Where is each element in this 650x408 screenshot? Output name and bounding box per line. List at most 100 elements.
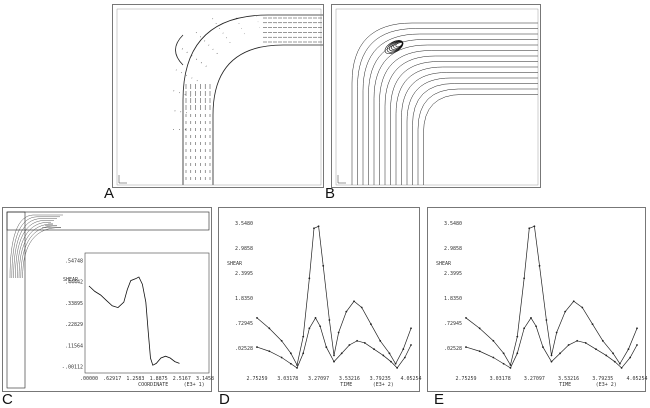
contour-line xyxy=(352,23,538,185)
panel-c: .54748.44442.33895.22829.11564-.00112.00… xyxy=(2,207,212,392)
panel-label-a: A xyxy=(104,186,114,201)
inset-y-tick-label: .11564 xyxy=(65,343,83,349)
panel-label-d: D xyxy=(219,392,230,407)
series-point-lower xyxy=(341,352,343,354)
x-tick-label: 3.27097 xyxy=(308,376,329,382)
panel-label-c: C xyxy=(2,392,13,407)
channel-inner-wall xyxy=(213,45,323,185)
series-point-upper xyxy=(564,311,566,313)
series-line-lower xyxy=(257,318,411,368)
series-point-upper xyxy=(510,364,512,366)
series-point-lower xyxy=(281,357,283,359)
series-point-upper xyxy=(290,352,292,354)
x-tick-label: 3.03178 xyxy=(490,376,511,382)
contour-plot xyxy=(332,5,542,189)
series-point-upper xyxy=(479,327,481,329)
velocity-arrow xyxy=(217,53,218,54)
plot-frame xyxy=(336,9,538,185)
series-point-upper xyxy=(395,363,397,365)
series-point-lower xyxy=(410,344,412,346)
series-point-lower xyxy=(595,348,597,350)
velocity-arrow xyxy=(213,49,214,50)
series-point-upper xyxy=(379,340,381,342)
series-point-lower xyxy=(382,355,384,357)
series-point-upper xyxy=(534,225,536,227)
y-tick-label: 1.8350 xyxy=(444,296,462,302)
series-point-lower xyxy=(479,350,481,352)
series-point-upper xyxy=(268,327,270,329)
velocity-arrow xyxy=(206,66,207,67)
y-tick-label: .72945 xyxy=(235,321,253,327)
x-axis-unit: (E3+ 2) xyxy=(596,382,617,388)
series-point-lower xyxy=(302,352,304,354)
series-point-lower xyxy=(465,346,467,348)
y-tick-label: 2.3995 xyxy=(235,271,253,277)
series-point-lower xyxy=(503,363,505,365)
panel-b xyxy=(331,4,541,188)
series-point-upper xyxy=(492,340,494,342)
series-point-lower xyxy=(516,352,518,354)
series-point-upper xyxy=(256,317,258,319)
series-point-upper xyxy=(602,340,604,342)
series-point-lower xyxy=(396,367,398,369)
series-point-upper xyxy=(313,227,315,229)
x-tick-label: 2.75259 xyxy=(246,376,267,382)
contour-line xyxy=(402,73,539,186)
series-point-upper xyxy=(338,332,340,334)
vector-field-plot xyxy=(113,5,325,189)
series-point-upper xyxy=(402,348,404,350)
series-point-upper xyxy=(545,319,547,321)
y-tick-label: .02528 xyxy=(444,346,462,352)
series-point-lower xyxy=(319,325,321,327)
y-tick-label: 2.9858 xyxy=(444,246,462,252)
x-axis-unit: (E3+ 2) xyxy=(373,382,394,388)
velocity-arrow xyxy=(200,36,201,37)
contour-line xyxy=(418,89,538,185)
series-point-lower xyxy=(296,367,298,369)
series-point-upper xyxy=(302,336,304,338)
series-point-lower xyxy=(492,357,494,359)
x-tick-label: 3.27097 xyxy=(524,376,545,382)
x-tick-label: 2.75259 xyxy=(455,376,476,382)
series-point-lower xyxy=(315,317,317,319)
inset-y-label: SHEAR xyxy=(63,277,79,283)
plot-frame xyxy=(117,9,321,185)
series-point-upper xyxy=(361,307,363,309)
series-point-lower xyxy=(364,342,366,344)
panel-a xyxy=(112,4,324,188)
series-point-lower xyxy=(404,357,406,359)
series-point-upper xyxy=(573,300,575,302)
y-tick-label: 1.8350 xyxy=(235,296,253,302)
series-point-upper xyxy=(523,277,525,279)
series-point-upper xyxy=(465,317,467,319)
velocity-arrow xyxy=(208,45,209,46)
inset-x-tick-label: .00000 xyxy=(80,376,98,382)
series-point-lower xyxy=(268,350,270,352)
series-point-upper xyxy=(516,336,518,338)
velocity-arrow xyxy=(196,59,197,60)
inset-y-tick-label: .54748 xyxy=(65,259,83,265)
series-point-lower xyxy=(542,346,544,348)
inset-x-tick-label: .62917 xyxy=(103,376,121,382)
series-point-lower xyxy=(530,317,532,319)
velocity-arrow xyxy=(204,41,205,42)
series-point-lower xyxy=(356,340,358,342)
series-point-upper xyxy=(333,355,335,357)
series-line-lower xyxy=(466,318,637,368)
series-point-upper xyxy=(328,319,330,321)
contour-line xyxy=(374,45,538,185)
channel-bulge xyxy=(176,35,184,65)
channel-outer-wall xyxy=(183,15,323,185)
series-point-lower xyxy=(535,325,537,327)
inset-x-unit: (E3+ 1) xyxy=(184,382,205,388)
series-point-upper xyxy=(318,225,320,227)
series-point-upper xyxy=(636,327,638,329)
series-point-upper xyxy=(322,265,324,267)
series-point-upper xyxy=(370,323,372,325)
series-point-upper xyxy=(528,227,530,229)
series-point-upper xyxy=(581,307,583,309)
y-tick-label: 3.5480 xyxy=(235,221,253,227)
series-point-lower xyxy=(349,344,351,346)
series-point-upper xyxy=(345,311,347,313)
